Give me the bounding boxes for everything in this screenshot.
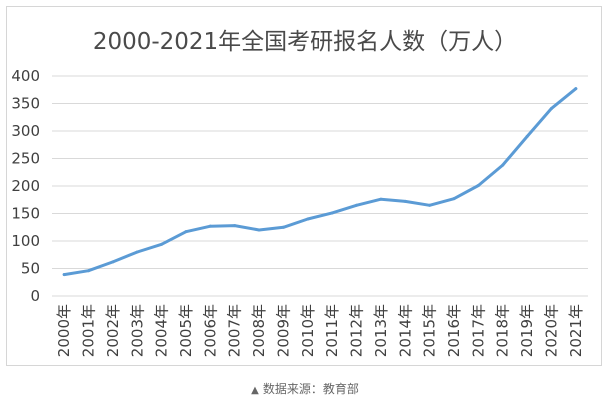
data-point — [111, 260, 115, 264]
data-point — [574, 87, 578, 91]
x-tick-label: 2005年 — [177, 304, 195, 357]
x-tick-label: 2012年 — [348, 304, 366, 357]
x-tick-label: 2016年 — [445, 304, 463, 357]
y-tick-label: 150 — [11, 205, 40, 223]
data-point — [330, 211, 334, 215]
data-point — [501, 163, 505, 167]
data-point — [355, 203, 359, 207]
data-point — [281, 225, 285, 229]
x-tick-label: 2007年 — [226, 304, 244, 357]
x-axis-ticks: 2000年 2001年 2002年 2003年 2004年 2005年 2006年 2007年… — [55, 304, 585, 357]
data-point — [135, 250, 139, 254]
x-tick-label: 2017年 — [469, 304, 487, 357]
x-tick-label: 2000年 — [55, 304, 73, 357]
x-tick-label: 2008年 — [250, 304, 268, 357]
triangle-up-icon: ▲ — [251, 385, 259, 396]
data-point — [379, 197, 383, 201]
x-tick-label: 2019年 — [518, 304, 536, 357]
y-axis-ticks: 0 50 100 150 200 250 300 350 400 — [11, 67, 40, 305]
x-tick-label: 2013年 — [372, 304, 390, 357]
data-point — [549, 106, 553, 110]
data-point — [184, 230, 188, 234]
x-tick-label: 2018年 — [494, 304, 512, 357]
data-point — [62, 273, 66, 277]
data-point — [160, 242, 164, 246]
data-point — [87, 269, 91, 273]
x-tick-label: 2021年 — [567, 304, 585, 357]
x-tick-label: 2020年 — [542, 304, 560, 357]
data-point — [525, 135, 529, 138]
y-tick-label: 100 — [11, 232, 40, 250]
data-point — [476, 183, 480, 187]
x-tick-label: 2006年 — [201, 304, 219, 357]
y-tick-label: 350 — [11, 95, 40, 113]
data-point — [306, 217, 310, 221]
chart-title: 2000-2021年全国考研报名人数（万人） — [92, 29, 518, 55]
series-line — [62, 87, 578, 277]
data-point — [208, 224, 212, 228]
data-point — [428, 203, 432, 207]
y-tick-label: 0 — [30, 287, 40, 305]
x-tick-label: 2001年 — [80, 304, 98, 357]
x-tick-label: 2004年 — [153, 304, 171, 357]
x-tick-label: 2011年 — [323, 304, 341, 357]
data-point — [403, 199, 407, 203]
x-tick-label: 2015年 — [421, 304, 439, 357]
source-text: 数据来源：教育部 — [262, 382, 359, 396]
y-tick-label: 200 — [11, 177, 40, 195]
y-tick-label: 250 — [11, 150, 40, 168]
y-tick-label: 400 — [11, 67, 40, 85]
y-tick-label: 50 — [21, 260, 40, 278]
x-tick-label: 2009年 — [274, 304, 292, 357]
gridlines — [52, 75, 588, 297]
data-point — [452, 197, 456, 201]
data-point — [233, 224, 237, 228]
x-tick-label: 2003年 — [128, 304, 146, 357]
x-tick-label: 2014年 — [396, 304, 414, 357]
x-tick-label: 2010年 — [299, 304, 317, 357]
x-tick-label: 2002年 — [104, 304, 122, 357]
y-tick-label: 300 — [11, 122, 40, 140]
data-point — [257, 228, 261, 232]
series-layer — [62, 87, 578, 277]
source-note: ▲ 数据来源：教育部 — [0, 380, 610, 397]
